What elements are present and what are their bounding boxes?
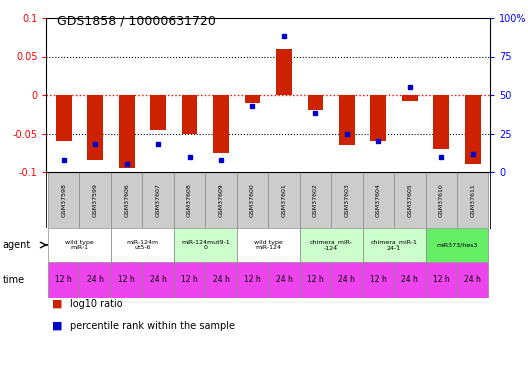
Bar [300, 262, 331, 298]
Text: GSM37601: GSM37601 [281, 183, 287, 217]
Text: GSM37606: GSM37606 [124, 183, 129, 217]
Bar [426, 172, 457, 228]
Text: GSM37598: GSM37598 [61, 183, 67, 217]
Text: 24 h: 24 h [213, 276, 230, 285]
Bar [457, 262, 488, 298]
Bar [56, 95, 72, 141]
Bar [48, 228, 111, 262]
Bar [363, 172, 394, 228]
Text: chimera_miR-1
24-1: chimera_miR-1 24-1 [371, 239, 418, 251]
Text: GSM37609: GSM37609 [219, 183, 223, 217]
Text: GSM37610: GSM37610 [439, 183, 444, 217]
Text: GSM37602: GSM37602 [313, 183, 318, 217]
Bar [433, 95, 449, 149]
Bar [237, 228, 300, 262]
Bar [213, 95, 229, 153]
Text: 12 h: 12 h [181, 276, 198, 285]
Bar [402, 95, 418, 101]
Text: miR-124m
ut5-6: miR-124m ut5-6 [126, 240, 158, 250]
Bar [150, 95, 166, 130]
Bar [331, 262, 363, 298]
Bar [426, 262, 457, 298]
Bar [268, 262, 300, 298]
Text: GSM37599: GSM37599 [93, 183, 98, 217]
Bar [48, 262, 80, 298]
Bar [465, 95, 480, 164]
Bar [143, 172, 174, 228]
Bar [300, 172, 331, 228]
Bar [371, 95, 386, 141]
Text: 12 h: 12 h [118, 276, 135, 285]
Text: wild type
miR-124: wild type miR-124 [254, 240, 282, 250]
Text: time: time [3, 275, 25, 285]
Text: percentile rank within the sample: percentile rank within the sample [70, 321, 235, 331]
Bar [276, 49, 292, 95]
Text: GSM37604: GSM37604 [376, 183, 381, 217]
Bar [244, 95, 260, 103]
Bar [394, 172, 426, 228]
Text: GSM37603: GSM37603 [344, 183, 350, 217]
Text: 12 h: 12 h [433, 276, 450, 285]
Bar [80, 172, 111, 228]
Bar [119, 95, 135, 168]
Text: chimera_miR-
-124: chimera_miR- -124 [309, 239, 353, 251]
Bar [143, 262, 174, 298]
Bar [111, 172, 143, 228]
Text: ■: ■ [52, 299, 62, 309]
Text: 24 h: 24 h [87, 276, 103, 285]
Text: GSM37611: GSM37611 [470, 183, 475, 217]
Text: GSM37607: GSM37607 [156, 183, 161, 217]
Bar [182, 95, 197, 134]
Text: GSM37600: GSM37600 [250, 183, 255, 217]
Bar [426, 228, 488, 262]
Bar [205, 172, 237, 228]
Bar [48, 172, 80, 228]
Bar [363, 262, 394, 298]
Bar [111, 228, 174, 262]
Text: 12 h: 12 h [370, 276, 386, 285]
Text: GSM37608: GSM37608 [187, 183, 192, 217]
Text: log10 ratio: log10 ratio [70, 299, 123, 309]
Bar [339, 95, 355, 145]
Text: miR-124mut9-1
0: miR-124mut9-1 0 [181, 240, 230, 250]
Bar [237, 172, 268, 228]
Bar [331, 172, 363, 228]
Bar [300, 228, 363, 262]
Text: 12 h: 12 h [55, 276, 72, 285]
Bar [174, 228, 237, 262]
Text: 24 h: 24 h [150, 276, 166, 285]
Text: 24 h: 24 h [464, 276, 481, 285]
Bar [174, 172, 205, 228]
Bar [268, 172, 300, 228]
Bar [363, 228, 426, 262]
Text: GSM37605: GSM37605 [407, 183, 412, 217]
Bar [87, 95, 103, 160]
Bar [80, 262, 111, 298]
Bar [174, 262, 205, 298]
Text: 24 h: 24 h [401, 276, 418, 285]
Text: 24 h: 24 h [338, 276, 355, 285]
Text: miR373/hes3: miR373/hes3 [436, 243, 478, 248]
Text: 12 h: 12 h [244, 276, 261, 285]
Bar [237, 262, 268, 298]
Text: 24 h: 24 h [276, 276, 293, 285]
Text: ■: ■ [52, 321, 62, 331]
Bar [205, 262, 237, 298]
Bar [394, 262, 426, 298]
Bar [307, 95, 323, 110]
Bar [457, 172, 488, 228]
Text: GDS1858 / 10000631720: GDS1858 / 10000631720 [57, 14, 216, 27]
Text: wild type
miR-1: wild type miR-1 [65, 240, 94, 250]
Text: 12 h: 12 h [307, 276, 324, 285]
Text: agent: agent [3, 240, 31, 250]
Bar [111, 262, 143, 298]
